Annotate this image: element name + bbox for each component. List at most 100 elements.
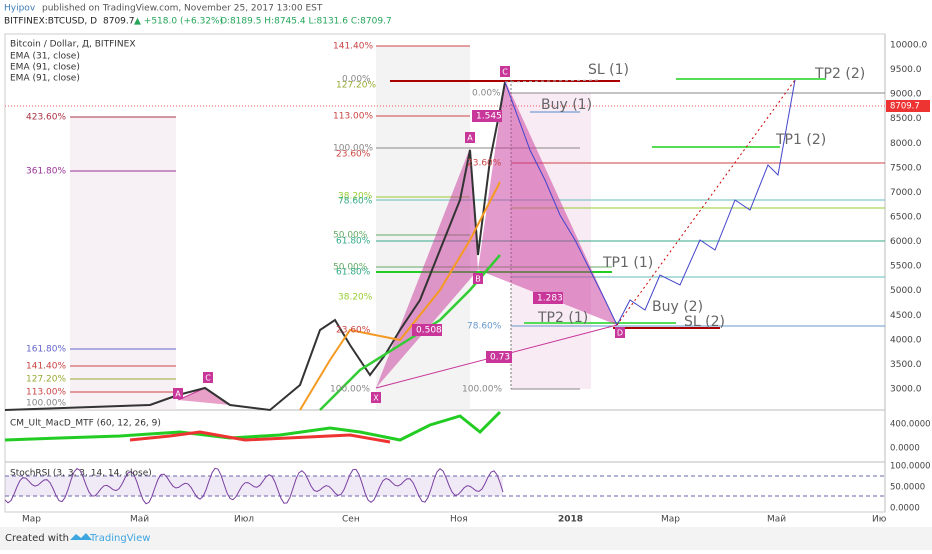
price-label: 9000.0 bbox=[890, 90, 922, 100]
macd-axis: 0.0000 bbox=[890, 444, 920, 454]
published: published on TradingView.com, November 2… bbox=[42, 4, 323, 14]
projected-rise bbox=[616, 79, 796, 326]
time-label: Мар bbox=[661, 515, 680, 525]
fib-lines bbox=[5, 45, 885, 393]
fib-label: 100.00% bbox=[26, 399, 66, 409]
macd-line bbox=[4, 410, 502, 442]
price-label: 5000.0 bbox=[890, 286, 922, 296]
projected-drop bbox=[504, 81, 618, 326]
fib-label: 100.00% bbox=[462, 385, 502, 395]
time-label: Май bbox=[130, 515, 149, 525]
time-label: Мар bbox=[22, 515, 41, 525]
ratio: 1.283 bbox=[537, 294, 563, 304]
time-axis: Мар Май Июл Сен Ноя 2018 Мар Май Ию bbox=[22, 515, 887, 525]
macd-signal bbox=[129, 430, 391, 444]
stoch-zone bbox=[5, 476, 503, 496]
fib-zone bbox=[70, 117, 176, 410]
fib-label: 50.00% bbox=[333, 263, 368, 273]
fib-label: 141.40% bbox=[26, 362, 66, 372]
legend-item: Bitcoin / Dollar, Д, BITFINEX bbox=[10, 40, 136, 50]
ratio-box bbox=[486, 351, 512, 363]
fib-label: 38.20% bbox=[338, 293, 373, 303]
fib-label: 113.00% bbox=[333, 112, 373, 122]
target-label: TP1 (2) bbox=[775, 132, 826, 148]
price-label: 4000.0 bbox=[890, 335, 922, 345]
fib-label: 423.60% bbox=[26, 113, 66, 123]
time-label: Ноя bbox=[450, 515, 468, 525]
fib-label: 23.60% bbox=[467, 159, 502, 169]
target-label: TP2 (1) bbox=[537, 310, 588, 326]
fib-label: 127.20% bbox=[26, 375, 66, 385]
fib-label: 100.00% bbox=[333, 144, 373, 154]
stoch-line bbox=[4, 467, 504, 505]
stoch-axis: 50.0000 bbox=[890, 483, 925, 493]
price-path bbox=[4, 81, 506, 412]
price-label: 9500.0 bbox=[890, 65, 922, 75]
fib-label: 127.20% bbox=[336, 81, 376, 91]
ratio: 0.73 bbox=[490, 353, 510, 363]
point-label: D bbox=[617, 329, 623, 338]
price-label: 5500.0 bbox=[890, 262, 922, 272]
point-label: A bbox=[175, 390, 181, 399]
price-tag: 8709.7 bbox=[890, 102, 920, 112]
target-label: SL (2) bbox=[684, 314, 725, 330]
macd-axis: 400.0000 bbox=[890, 420, 931, 430]
fib-label: 23.60% bbox=[336, 150, 371, 160]
indicator-name: StochRSI (3, 3, 3, 14, 14, close) bbox=[10, 469, 152, 479]
point-label: X bbox=[373, 394, 379, 403]
pattern-points: X A B C D A C bbox=[173, 66, 625, 403]
fib-label: 161.80% bbox=[26, 345, 66, 355]
symbol: BITFINEX:BTCUSD, D bbox=[4, 17, 97, 27]
target-label: TP2 (2) bbox=[814, 66, 865, 82]
fib-label: 38.20% bbox=[338, 192, 373, 202]
time-label: Сен bbox=[342, 515, 360, 525]
price-label: 3500.0 bbox=[890, 360, 922, 370]
time-label: Июл bbox=[234, 515, 254, 525]
logo bbox=[70, 533, 92, 540]
fib-label: 23.60% bbox=[336, 326, 371, 336]
fib-label: 113.00% bbox=[26, 388, 66, 398]
footer-brand[interactable]: TradingView bbox=[89, 533, 150, 544]
ratio-box bbox=[412, 324, 442, 336]
price-label: 8500.0 bbox=[890, 114, 922, 124]
stoch-axis: 100.0000 bbox=[890, 462, 931, 472]
ratio: 1.545 bbox=[476, 112, 502, 122]
ratio-box bbox=[472, 110, 502, 122]
ratio: 0.508 bbox=[416, 326, 442, 336]
fib-label: 141.40% bbox=[333, 42, 373, 52]
target-label: Buy (1) bbox=[541, 97, 592, 113]
point-label: C bbox=[502, 68, 508, 77]
price-axis: 10000.0 9500.0 9000.0 8500.0 8000.0 7500.0 700… bbox=[890, 41, 927, 395]
fib-label: 361.80% bbox=[26, 167, 66, 177]
indicator-name: CM_Ult_MacD_MTF (60, 12, 26, 9) bbox=[10, 419, 161, 429]
price-label: 6000.0 bbox=[890, 237, 922, 247]
sl-dashed bbox=[504, 79, 601, 83]
price-label: 4500.0 bbox=[890, 311, 922, 321]
bcd-triangle bbox=[478, 80, 617, 325]
time-label: 2018 bbox=[558, 515, 583, 525]
author[interactable]: Hyipov bbox=[4, 4, 36, 14]
legend-item: EMA (91, close) bbox=[10, 63, 80, 73]
time-label: Май bbox=[767, 515, 786, 525]
ratio-box bbox=[533, 292, 563, 304]
fib-label: 0.00% bbox=[472, 89, 501, 99]
ohlc: O:8189.5 H:8745.4 L:8131.6 C:8709.7 bbox=[220, 17, 392, 27]
price-label: 10000.0 bbox=[890, 41, 927, 51]
fib-label: 50.00% bbox=[333, 231, 368, 241]
fib-label: 61.80% bbox=[336, 237, 371, 247]
change: ▲ +518.0 (+6.32%) bbox=[134, 17, 223, 27]
stoch-axis: 0.0000 bbox=[890, 504, 920, 514]
price-label: 6500.0 bbox=[890, 212, 922, 222]
footer bbox=[0, 527, 932, 550]
price-tag-bg bbox=[886, 100, 930, 112]
time-label: Ию bbox=[872, 515, 887, 525]
price-label: 7500.0 bbox=[890, 163, 922, 173]
legend-item: EMA (91, close) bbox=[10, 74, 80, 84]
price-label: 7000.0 bbox=[890, 188, 922, 198]
fib-label: 0.00% bbox=[342, 75, 371, 85]
last: 8709.7 bbox=[103, 17, 135, 27]
fib-label: 78.60% bbox=[467, 322, 502, 332]
target-label: TP1 (1) bbox=[602, 255, 653, 271]
fib-label: 78.60% bbox=[338, 197, 373, 207]
